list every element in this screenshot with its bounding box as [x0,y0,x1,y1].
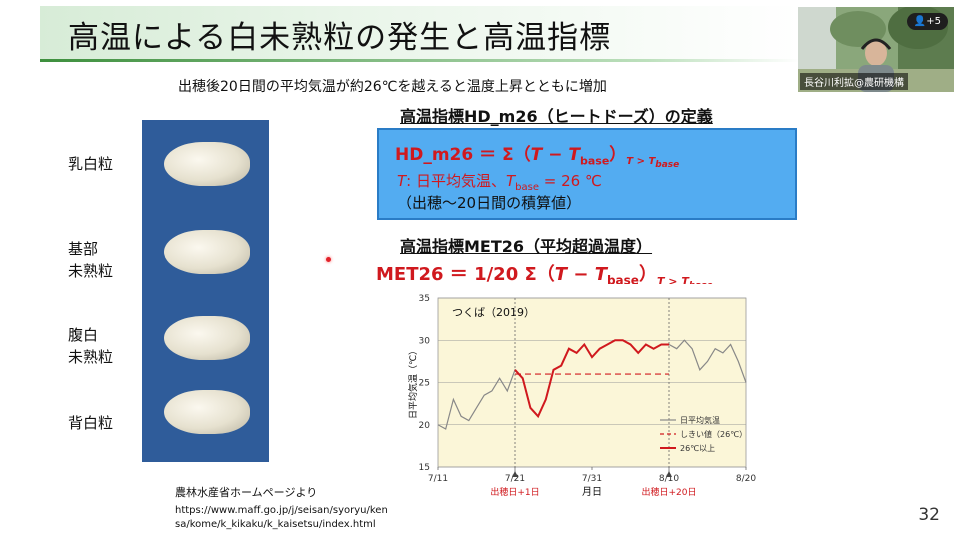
met-formula-minus: − [567,264,595,285]
participant-video[interactable]: 👤+5 長谷川利拡@農研機構 [798,7,954,92]
chart-ytick-label: 25 [419,379,430,389]
grain-label-1: 乳白粒 [68,153,113,175]
chart-ylabel: 日平均気温（℃） [407,346,419,419]
hd-formula-tb: T [568,145,580,165]
source-url-line2[interactable]: sa/kome/k_kikaku/k_kaisetsu/index.html [175,519,376,530]
grain-label-4: 背白粒 [68,412,113,434]
met-formula-t: T [554,264,568,285]
hd-heading: 高温指標HD_m26（ヒートドーズ）の定義 [400,107,713,126]
grain-label-3: 腹白 未熟粒 [68,324,113,368]
met-formula-rparen: ） [638,264,657,285]
chart-xtick-label: 7/21 [505,474,525,484]
chart-ytick-label: 30 [419,336,431,346]
chart-ytick-label: 20 [419,421,431,431]
met-formula-lhs: MET26 ＝ 1/20 Σ（ [376,264,555,285]
chart-ytick-label: 35 [419,294,430,304]
headset-icon [860,38,892,50]
chart-ytick-label: 15 [419,463,430,473]
slide-subtitle: 出穂後20日間の平均気温が約26℃を越えると温度上昇とともに増加 [178,79,607,95]
chart-xtick-label: 8/20 [736,474,756,484]
hd-formula-lhs: HD_m26 ＝ Σ（ [395,145,531,165]
hd-formula-cond-text: T > T [626,156,656,168]
temperature-chart: 15 20 25 30 35 7/11 7/21 7/31 8/10 8/20 月日 日平均気温（℃）… [402,284,758,498]
grain-image-belly [164,316,250,360]
participants-count: +5 [926,16,941,27]
chart-xtick-label: 7/31 [582,474,602,484]
hd-def-base: base [515,182,540,193]
title-underline [40,59,800,62]
participants-badge[interactable]: 👤+5 [906,13,948,30]
page-number: 32 [918,505,940,525]
chart-xtick-label: 7/11 [428,474,448,484]
title-bar [40,6,800,62]
met-formula: MET26 ＝ 1/20 Σ（T − Tbase）T > Tbase [376,260,713,291]
participant-face [865,40,887,66]
temperature-chart-svg: 15 20 25 30 35 7/11 7/21 7/31 8/10 8/20 月日 日平均気温（℃）… [407,294,756,498]
chart-marker-arrow [666,471,672,477]
chart-title: つくば（2019） [452,306,535,319]
participants-icon: 👤 [913,16,927,27]
grain-label-3-line1: 腹白 [68,326,99,344]
source-url-line1[interactable]: https://www.maff.go.jp/j/seisan/syoryu/k… [175,505,388,516]
grain-image-basal [164,230,250,274]
hd-formula-minus: − [542,145,569,165]
hd-formula: HD_m26 ＝ Σ（T − Tbase）T > Tbase [395,140,679,170]
chart-legend-label: 26℃以上 [680,444,715,453]
chart-marker-arrow [512,471,518,477]
grain-image-chalky [164,142,250,186]
grain-image-panel [142,120,269,462]
chart-marker-label: 出穂日+1日 [490,486,539,498]
hd-def-tb: T [506,172,516,190]
hd-definition-line: T: 日平均気温、Tbase = 26 ℃ [397,170,602,193]
grain-label-2-line1: 基部 [68,240,99,258]
hd-def-text1: : 日平均気温、 [406,172,506,190]
grain-label-4-text: 背白粒 [68,414,114,432]
hd-def-t: T [397,172,407,190]
participant-name: 長谷川利拡@農研機構 [800,73,908,90]
chart-series-above-threshold [514,339,669,419]
grain-image-back [164,390,250,434]
hd-note: （出穂〜20日間の積算値） [397,194,582,212]
slide-title: 高温による白未熟粒の発生と高温指標 [68,20,612,56]
grain-label-1-text: 乳白粒 [68,155,114,173]
hd-formula-cond: T > Tbase [626,156,680,171]
hd-formula-cond-sub: base [655,160,680,171]
met-heading: 高温指標MET26（平均超過温度） [400,237,653,256]
chart-legend-label: しきい値（26℃） [680,429,747,439]
source-citation: 農林水産省ホームページより https://www.maff.go.jp/j/s… [175,486,388,532]
grain-label-2-line2: 未熟粒 [68,262,114,280]
chart-xtick-label: 8/10 [659,474,679,484]
source-title: 農林水産省ホームページより [175,486,318,499]
hd-formula-t: T [530,145,543,165]
chart-legend-label: 日平均気温 [680,415,720,425]
grain-label-3-line2: 未熟粒 [68,348,114,366]
chart-marker-label: 出穂日+20日 [642,486,697,498]
hd-def-text2: = 26 ℃ [539,172,602,190]
chart-xlabel: 月日 [582,486,602,498]
grain-label-2: 基部 未熟粒 [68,238,113,282]
hd-formula-rparen: ） [609,145,627,165]
hd-formula-base: base [579,154,610,168]
met-formula-tb: T [594,264,607,285]
laser-pointer-dot [326,257,331,262]
hd-definition-box: HD_m26 ＝ Σ（T − Tbase）T > Tbase T: 日平均気温、… [377,128,797,220]
